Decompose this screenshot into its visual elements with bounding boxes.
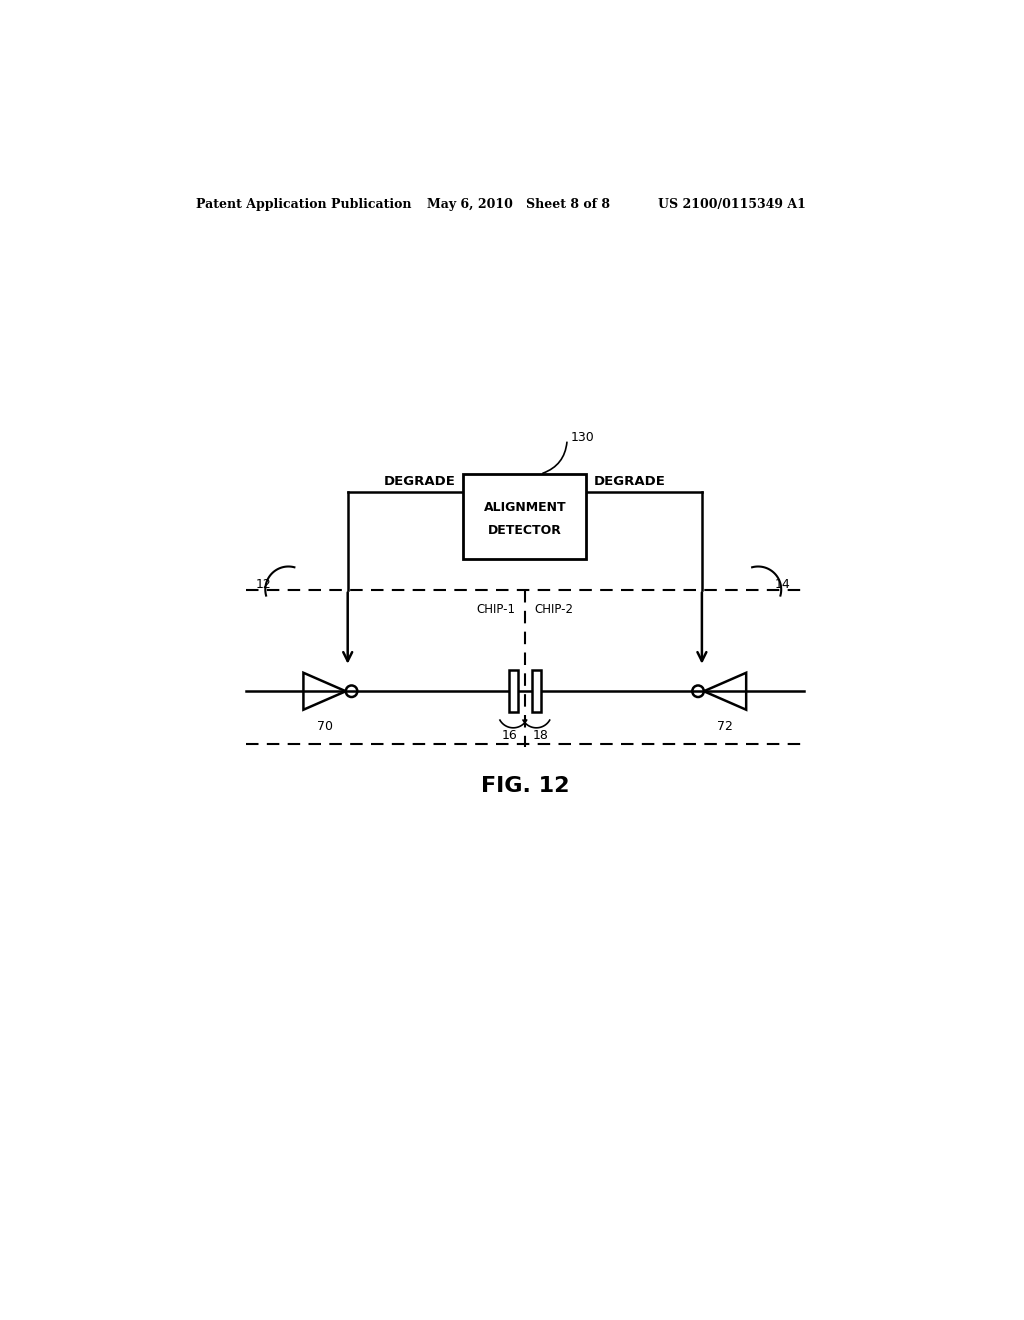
Bar <box>463 474 587 558</box>
Text: 18: 18 <box>532 730 548 742</box>
Text: 130: 130 <box>571 432 595 445</box>
Text: 12: 12 <box>256 578 271 591</box>
Bar <box>509 671 518 713</box>
Text: 16: 16 <box>502 730 517 742</box>
Text: ALIGNMENT: ALIGNMENT <box>483 500 566 513</box>
Text: DETECTOR: DETECTOR <box>487 524 562 537</box>
Bar <box>531 671 541 713</box>
Text: 70: 70 <box>316 721 333 734</box>
Text: 72: 72 <box>717 721 733 734</box>
Text: May 6, 2010   Sheet 8 of 8: May 6, 2010 Sheet 8 of 8 <box>427 198 610 211</box>
Text: 14: 14 <box>775 578 791 591</box>
Text: US 2100/0115349 A1: US 2100/0115349 A1 <box>658 198 806 211</box>
Text: FIG. 12: FIG. 12 <box>480 776 569 796</box>
Text: Patent Application Publication: Patent Application Publication <box>196 198 412 211</box>
Text: DEGRADE: DEGRADE <box>594 475 666 488</box>
Text: CHIP-1: CHIP-1 <box>476 603 515 616</box>
Text: CHIP-2: CHIP-2 <box>535 603 573 616</box>
Text: DEGRADE: DEGRADE <box>384 475 456 488</box>
